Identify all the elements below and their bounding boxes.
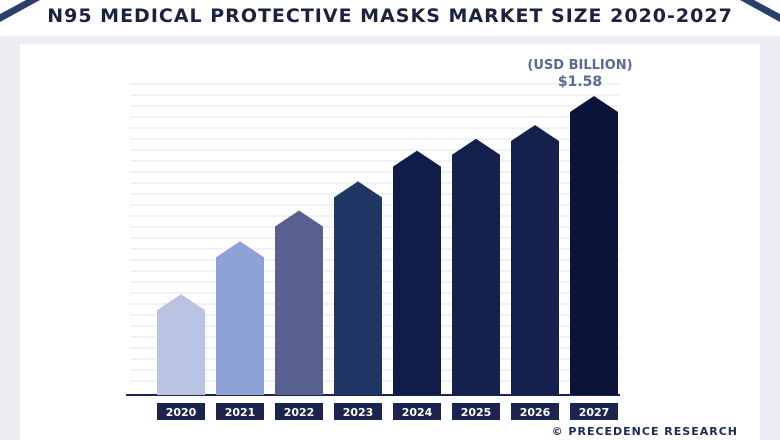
bar-2021: [216, 241, 264, 395]
x-tick-label: 2027: [579, 406, 610, 419]
x-tick-label: 2021: [225, 406, 256, 419]
corner-decoration-right-inner: [754, 0, 780, 14]
unit-label: (USD BILLION): [527, 58, 632, 73]
x-tick-label: 2020: [166, 406, 197, 419]
x-tick-box: [216, 403, 264, 420]
bar-2023: [334, 181, 382, 395]
chart-title: N95 MEDICAL PROTECTIVE MASKS MARKET SIZE…: [47, 5, 733, 27]
data-label-value: $1.58: [558, 74, 602, 90]
bar-chart: 2020 2021 2022 2023 2024 2025 2026 2027 (USD BIL…: [126, 58, 633, 420]
bar-2022: [275, 210, 323, 395]
corner-decoration-left-inner: [0, 0, 26, 14]
x-tick-box: [157, 403, 205, 420]
x-tick-box: [334, 403, 382, 420]
x-tick-label: 2022: [284, 406, 315, 419]
x-tick-2021: 2021: [216, 403, 264, 420]
x-tick-label: 2025: [461, 406, 492, 419]
x-tick-label: 2024: [402, 406, 433, 419]
bar-2025: [452, 138, 500, 395]
bar-2027: [570, 96, 618, 395]
bar-2020: [157, 294, 205, 395]
bar-2024: [393, 150, 441, 395]
x-tick-2022: 2022: [275, 403, 323, 420]
x-tick-2023: 2023: [334, 403, 382, 420]
x-tick-box: [452, 403, 500, 420]
bar-2026: [511, 125, 559, 395]
x-tick-box: [570, 403, 618, 420]
x-tick-label: 2026: [520, 406, 551, 419]
x-tick-2025: 2025: [452, 403, 500, 420]
x-tick-2020: 2020: [157, 403, 205, 420]
x-tick-2027: 2027: [570, 403, 618, 420]
title-band: N95 MEDICAL PROTECTIVE MASKS MARKET SIZE…: [0, 0, 780, 36]
x-tick-2026: 2026: [511, 403, 559, 420]
x-tick-box: [393, 403, 441, 420]
x-tick-2024: 2024: [393, 403, 441, 420]
chart-panel: 2020 2021 2022 2023 2024 2025 2026 2027 (USD BIL…: [20, 44, 760, 440]
x-tick-box: [511, 403, 559, 420]
x-tick-label: 2023: [343, 406, 374, 419]
source-credit: © PRECEDENCE RESEARCH: [551, 425, 738, 438]
x-tick-box: [275, 403, 323, 420]
